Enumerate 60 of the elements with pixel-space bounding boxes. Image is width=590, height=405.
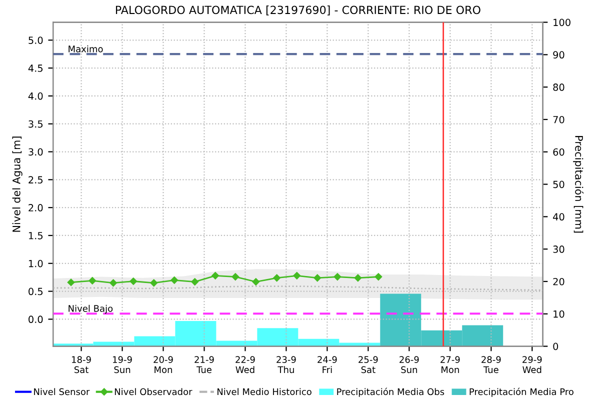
- y-tick-label: 2.5: [28, 176, 43, 184]
- x-tick-label: 28-9 Tue: [482, 356, 501, 374]
- point: [273, 274, 280, 282]
- y2-tick-label: 0: [553, 342, 558, 350]
- y-tick-label: 5.0: [28, 36, 43, 44]
- legend-label: Nivel Sensor: [34, 388, 90, 396]
- x-tick-label: 19-9 Sun: [113, 356, 132, 374]
- legend-label: Precipitación Media Obs: [337, 388, 444, 397]
- point: [150, 279, 158, 287]
- y2-tick-label: 90: [553, 51, 564, 59]
- x-tick-label: 24-9 Fri: [318, 356, 337, 373]
- point: [130, 278, 138, 285]
- y2-tick-label: 20: [553, 278, 564, 286]
- y2-tick-label: 60: [553, 148, 564, 156]
- y2-tick-label: 50: [553, 180, 564, 188]
- y-tick-label: 1.5: [28, 232, 43, 240]
- point: [67, 278, 75, 286]
- legend-label: Nivel Observador: [114, 388, 192, 396]
- ref-line-label: Maximo: [68, 45, 103, 52]
- y2-tick-label: 40: [553, 213, 564, 221]
- y2-axis-title: Precipitación [mm]: [573, 136, 584, 233]
- y-tick-label: 0.5: [28, 288, 43, 296]
- point: [191, 278, 198, 286]
- x-tick-label: 25-9 Sat: [358, 356, 378, 374]
- point: [110, 279, 117, 287]
- ref-line-label: Nivel Bajo: [68, 304, 113, 314]
- y2-tick-label: 80: [553, 84, 564, 91]
- point: [334, 273, 342, 280]
- point: [232, 273, 240, 280]
- y-axis-title: Nivel del Agua [m]: [12, 136, 22, 232]
- x-tick-label: 22-9 Wed: [236, 356, 255, 374]
- x-tick-label: 18-9 Sat: [72, 356, 91, 374]
- y-tick-label: 2.0: [28, 204, 43, 212]
- legend-label: Nivel Medio Historico: [218, 388, 312, 396]
- point: [252, 278, 260, 286]
- y2-tick-label: 30: [553, 246, 564, 253]
- point: [374, 273, 382, 280]
- point: [170, 276, 178, 284]
- y-tick-label: 4.5: [28, 64, 43, 72]
- x-tick-label: 20-9 Mon: [154, 356, 173, 374]
- y-tick-label: 1.0: [28, 260, 43, 268]
- x-tick-label: 23-9 Thu: [276, 356, 296, 374]
- point: [354, 274, 362, 282]
- y2-tick-label: 70: [553, 116, 564, 124]
- point: [314, 274, 322, 282]
- x-tick-label: 26-9 Sun: [400, 356, 419, 374]
- chart-title: PALOGORDO AUTOMATICA [23197690] - CORRIENTE: RIO DE ORO: [116, 6, 480, 16]
- x-tick-label: 29-9 Wed: [522, 356, 542, 374]
- y2-tick-label: 10: [554, 310, 564, 318]
- y2-tick-label: 100: [554, 18, 570, 26]
- point: [88, 277, 96, 284]
- x-tick-label: 21-9 Tue: [194, 356, 214, 374]
- y-tick-label: 3.5: [28, 120, 43, 128]
- y-tick-label: 3.0: [28, 148, 43, 156]
- point: [212, 272, 219, 280]
- legend-label: Precipitación Media Pro: [470, 388, 574, 397]
- y-tick-label: 0.0: [28, 316, 43, 324]
- y-tick-label: 4.0: [28, 92, 43, 100]
- x-tick-label: 27-9 Mon: [440, 356, 460, 374]
- point: [293, 272, 301, 280]
